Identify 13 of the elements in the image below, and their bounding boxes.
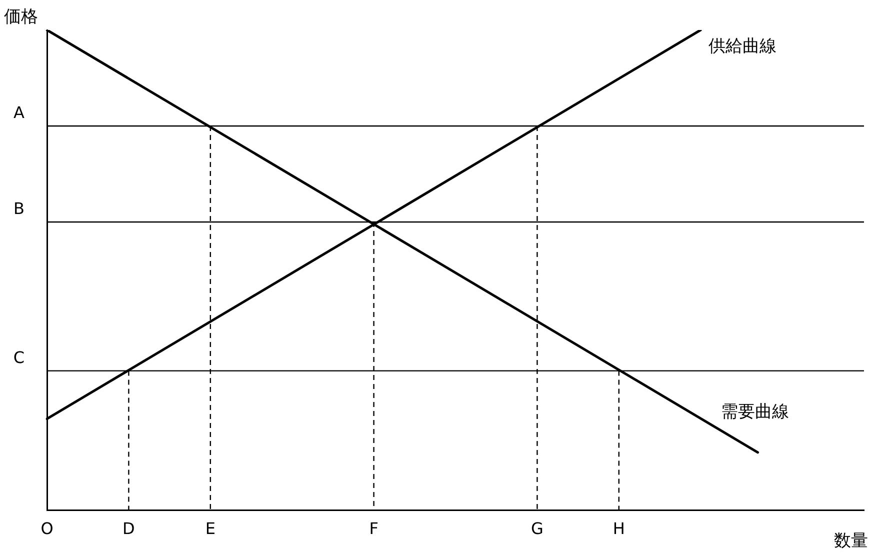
ref-line-label: C xyxy=(13,348,25,367)
series-label: 供給曲線 xyxy=(708,36,777,56)
series-label: 需要曲線 xyxy=(720,402,789,422)
ref-line-label: B xyxy=(14,199,24,218)
x-axis-title: 数量 xyxy=(834,531,868,551)
ref-line-label: A xyxy=(14,103,25,122)
x-tick-label: D xyxy=(122,518,135,538)
x-tick-label: H xyxy=(612,518,625,538)
x-tick-label: O xyxy=(40,518,54,538)
y-axis-title: 価格 xyxy=(4,7,38,27)
x-tick-label: G xyxy=(530,518,544,538)
x-tick-label: E xyxy=(205,518,216,538)
x-tick-label: F xyxy=(369,518,378,538)
